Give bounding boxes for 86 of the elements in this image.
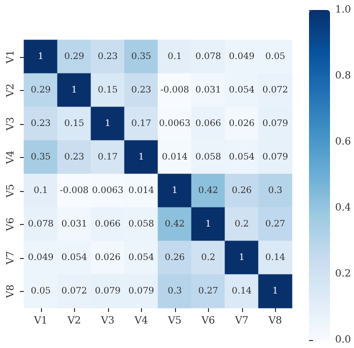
data-label: 0.23 <box>98 52 118 62</box>
data-label: 0.031 <box>195 85 222 96</box>
y-tick-label: V5 <box>6 184 16 199</box>
data-label: 0.42 <box>198 186 218 196</box>
data-label: 0.3 <box>268 186 283 196</box>
data-label: 0.054 <box>61 252 88 263</box>
data-label: 0.15 <box>98 85 118 96</box>
data-label: 0.0063 <box>92 186 124 196</box>
data-label: 0.049 <box>228 52 255 62</box>
data-label: 0.058 <box>195 152 222 162</box>
data-label: 1 <box>104 118 111 129</box>
y-tick-label: V8 <box>6 284 16 300</box>
data-label: 0.0063 <box>159 118 191 129</box>
data-label: 0.078 <box>28 219 54 230</box>
data-label: 0.29 <box>64 52 85 62</box>
data-label: 1 <box>71 85 78 96</box>
x-tick-label: V8 <box>267 316 282 326</box>
data-label: 0.079 <box>94 286 121 296</box>
data-label: 0.026 <box>228 118 255 129</box>
data-label: 0.35 <box>131 52 152 62</box>
x-tick-label: V5 <box>166 316 182 326</box>
data-label: 0.27 <box>198 286 219 296</box>
data-label: 0.079 <box>262 118 288 129</box>
x-tick-label: V2 <box>66 316 82 326</box>
data-label: 0.29 <box>30 85 52 96</box>
data-label: 0.23 <box>64 152 85 162</box>
data-label: 0.15 <box>64 118 85 129</box>
data-label: 0.35 <box>30 152 52 162</box>
color-bar-label: 0.4 <box>335 202 352 214</box>
color-bar-label: 0.8 <box>335 70 352 82</box>
x-tick-label: V3 <box>100 316 115 326</box>
x-tick-label: V6 <box>200 316 216 326</box>
y-tick-label: V6 <box>6 217 16 232</box>
y-tick-label: V2 <box>6 83 16 98</box>
data-label: 1 <box>272 286 278 296</box>
data-label: 0.066 <box>94 219 121 230</box>
data-label: 0.031 <box>61 219 88 230</box>
color-bar-label: 1.0 <box>335 4 352 16</box>
data-label: 0.054 <box>128 252 154 263</box>
data-label: 0.054 <box>228 152 255 162</box>
color-bar-label: 0.6 <box>335 136 352 148</box>
data-label: 0.078 <box>195 52 222 62</box>
data-label: 0.17 <box>98 152 118 162</box>
data-label: 0.2 <box>234 219 249 230</box>
data-label: 0.066 <box>195 118 222 129</box>
data-label: -0.008 <box>160 85 190 96</box>
y-tick-label: V1 <box>6 50 16 65</box>
data-label: 0.072 <box>61 286 88 296</box>
data-label: 0.27 <box>265 219 286 230</box>
color-bar-label: 0.2 <box>335 268 352 280</box>
data-label: 0.23 <box>131 85 152 96</box>
data-label: 0.2 <box>201 252 216 263</box>
data-label: 0.3 <box>168 286 182 296</box>
data-label: 1 <box>172 186 178 196</box>
y-tick-label: V3 <box>6 116 16 132</box>
data-label: -0.008 <box>60 186 89 196</box>
data-label: 0.17 <box>131 118 152 129</box>
data-label: 1 <box>238 252 245 263</box>
data-label: 0.23 <box>30 118 52 129</box>
data-label: 0.05 <box>265 52 286 62</box>
data-label: 0.1 <box>168 52 182 62</box>
data-label: 0.014 <box>128 186 154 196</box>
data-label: 0.26 <box>232 186 252 196</box>
data-label: 1 <box>205 219 212 230</box>
data-label: 0.049 <box>28 252 54 263</box>
y-tick-label: V4 <box>6 150 16 166</box>
data-label: 0.026 <box>94 252 121 263</box>
data-label: 0.26 <box>164 252 186 263</box>
data-label: 0.079 <box>128 286 154 296</box>
data-label: 0.1 <box>34 186 48 196</box>
data-label: 0.05 <box>30 286 52 296</box>
x-tick-label: V1 <box>32 316 48 326</box>
data-label: 0.058 <box>128 219 154 230</box>
x-tick-label: V7 <box>234 316 249 326</box>
data-label: 0.14 <box>265 252 286 263</box>
data-label: 0.054 <box>228 85 255 96</box>
data-label: 0.014 <box>162 152 188 162</box>
y-tick-label: V7 <box>6 250 16 266</box>
data-label: 0.079 <box>262 152 288 162</box>
x-tick-label: V4 <box>133 316 148 326</box>
data-label: 0.14 <box>232 286 252 296</box>
data-label: 1 <box>38 52 44 62</box>
data-label: 0.42 <box>164 219 185 230</box>
data-label: 0.072 <box>262 85 288 96</box>
data-label: 1 <box>138 152 144 162</box>
color-bar-label: 0.0 <box>335 334 352 346</box>
